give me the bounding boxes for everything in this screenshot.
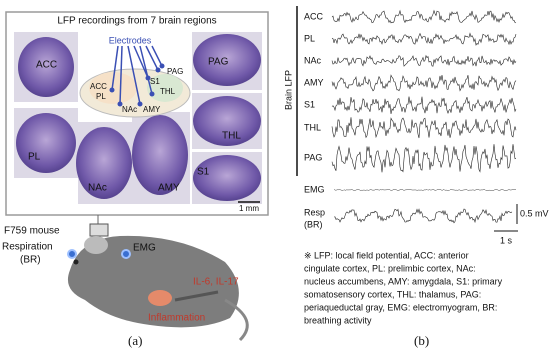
respiration-label: (BR) [20,255,41,266]
slice [193,34,261,86]
slice [16,113,76,173]
mouse-eye [73,259,79,265]
slice [193,155,261,201]
syringe [174,290,219,302]
resp-electrode [67,249,77,259]
cytokine-label: IL-6, IL-17 [193,277,239,288]
slice [193,96,261,146]
slice-label: PAG [208,57,229,68]
electrodes-label: Electrodes [109,35,152,45]
emg-label: EMG [133,243,156,254]
respiration-label: Respiration [2,242,53,253]
slice-label: S1 [197,167,210,178]
schematic-label: AMY [143,105,161,114]
brain-region [147,74,183,102]
slices [14,32,262,204]
scale-label: 1 mm [239,204,259,213]
amplitude-label: 0.5 mV [520,208,549,218]
emg-trace [333,188,517,192]
electrode-tips [109,63,165,107]
trace-label: THL [304,122,321,132]
trace-label: (BR) [304,219,323,229]
trace-label: AMY [304,77,324,87]
inflammation-label: Inflammation [148,313,205,324]
mouse-ear [84,236,108,254]
schematic-label: NAc [122,105,137,114]
lfp-trace [331,117,517,139]
resp-trace [333,208,513,224]
lfp-trace [331,96,517,115]
schematic-label: THL [160,87,176,96]
panel-label: (b) [414,333,429,348]
group-label: Brain LFP [283,70,293,110]
panel-a-title: LFP recordings from 7 brain regions [57,16,216,27]
slice-label: AMY [158,183,180,194]
slice-label: ACC [36,60,57,71]
slice-label: THL [222,131,241,142]
slice-label: NAc [88,183,107,194]
caption: ※ LFP: local field potential, ACC: anter… [304,250,503,325]
caption-line: somatosensory cortex, THL: thalamus, PAG… [304,289,481,299]
caption-line: ※ LFP: local field potential, ACC: anter… [304,250,469,260]
schematic-label: PAG [167,67,183,76]
time-label: 1 s [500,235,513,245]
lfp-trace [331,9,517,24]
caption-line: nucleus accumbens, AMY: amygdala, S1: pr… [304,276,503,286]
trace-label: ACC [304,11,324,21]
emg-electrode [121,249,131,259]
lfp-trace [331,144,517,173]
trace-label: NAc [304,55,322,65]
trace-label: Resp [304,207,325,217]
trace-label: PAG [304,152,322,162]
headstage [89,223,109,237]
mouse-tail [224,298,249,342]
lfp-trace [331,54,517,67]
traces [331,9,517,224]
inflamed-paw [148,290,172,306]
panel-label: (a) [128,333,142,348]
slice [18,37,74,97]
lfp-trace [331,32,517,46]
trace-label: S1 [304,99,315,109]
mouse-label: F759 mouse [4,226,60,237]
slice-label: PL [28,152,41,163]
electrodes [111,45,163,105]
slice [132,115,188,195]
lfp-trace [331,74,517,92]
caption-line: breathing activity [304,315,372,325]
slice [76,127,132,199]
caption-line: cingulate cortex, PL: prelimbic cortex, … [304,263,476,273]
schematic-label: ACC [90,82,107,91]
schematic-label: PL [96,92,106,101]
trace-label: EMG [304,184,325,194]
trace-label: PL [304,33,315,43]
caption-line: periaqueductal gray, EMG: electromyogram… [304,302,497,312]
mouse-body [67,235,239,328]
schematic-label: S1 [150,77,160,86]
